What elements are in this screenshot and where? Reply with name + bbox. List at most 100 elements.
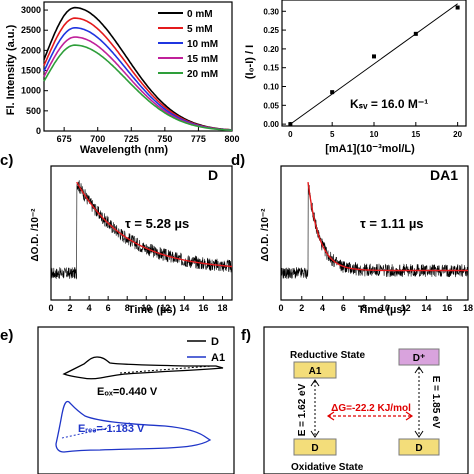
panel-b-xlabel: [mA1](10⁻³mol/L) bbox=[325, 143, 415, 155]
x-tick-label: 725 bbox=[124, 134, 139, 144]
legend-label-5mm: 5 mM bbox=[187, 24, 213, 35]
x-tick-label: 8 bbox=[362, 303, 367, 313]
x-tick-label: 2 bbox=[299, 303, 304, 313]
x-tick-label: 6 bbox=[106, 303, 111, 313]
x-tick-label: 18 bbox=[463, 303, 473, 313]
x-tick-label: 12 bbox=[401, 303, 411, 313]
panel-f-frame bbox=[263, 326, 469, 474]
oxidative-state-label: Oxidative State bbox=[291, 462, 364, 473]
panel-d-tau: τ = 1.11 µs bbox=[360, 216, 424, 231]
data-point bbox=[288, 122, 293, 127]
x-tick-label: 14 bbox=[179, 303, 189, 313]
panel-c-ylabel: ΔO.D. /10⁻² bbox=[30, 208, 41, 262]
x-tick-label: 800 bbox=[224, 134, 239, 144]
x-tick-label: 10 bbox=[141, 303, 151, 313]
panel-e-letter: e) bbox=[0, 327, 13, 344]
y-tick-label: 500 bbox=[26, 106, 41, 116]
y-tick-label: 0.05 bbox=[263, 101, 279, 110]
panel-e-legend: D A1 bbox=[187, 336, 225, 364]
x-tick-label: 750 bbox=[157, 134, 172, 144]
x-tick-label: 20 bbox=[453, 130, 462, 139]
x-tick-label: 15 bbox=[411, 130, 420, 139]
cv-d-curve bbox=[62, 356, 224, 380]
panel-c: c) ΔO.D. /10⁻² Time (µs) 0 2 4 6 8 10 12 14 16 18… bbox=[0, 152, 233, 316]
panel-d: d) ΔO.D. /10⁻² Time (µs) 0 2 4 6 8 10 12 14 16 18… bbox=[231, 152, 473, 316]
panel-d-ylabel: ΔO.D. /10⁻² bbox=[260, 208, 271, 262]
box-d-left-label: D bbox=[311, 443, 318, 454]
panel-a-xlabel: Wavelength (nm) bbox=[80, 144, 169, 156]
left-arrow-head-top bbox=[310, 379, 320, 387]
x-tick-label: 6 bbox=[341, 303, 346, 313]
data-point bbox=[455, 5, 460, 10]
x-tick-label: 16 bbox=[198, 303, 208, 313]
plot-frame bbox=[43, 1, 233, 132]
right-energy-label: E = 1.85 eV bbox=[430, 376, 441, 429]
x-tick-label: 10 bbox=[370, 130, 379, 139]
plot-frame bbox=[280, 165, 469, 301]
box-d-plus-label: D⁺ bbox=[413, 353, 426, 364]
panel-b-plot: 0 5 10 15 20 0.00 0.05 0.10 0.15 0.20 0.25 0.30 bbox=[263, 0, 467, 139]
panel-e: e) D A1 Eₒₓ=0.440 V Eᵣₑₔ=-1.183 V bbox=[0, 326, 235, 474]
panel-b: (I₀-I) / I [mA1](10⁻³mol/L) 0 5 10 15 20 0.00… bbox=[244, 0, 467, 155]
x-tick-label: 2 bbox=[68, 303, 73, 313]
panel-d-plot: 0 2 4 6 8 10 12 14 16 18 bbox=[278, 165, 473, 313]
panel-c-xlabel: Time (µs) bbox=[128, 304, 177, 316]
x-tick-label: 0 bbox=[48, 303, 53, 313]
x-tick-label: 4 bbox=[320, 303, 325, 313]
panel-c-letter: c) bbox=[0, 152, 13, 169]
decay-fit-line bbox=[307, 182, 468, 272]
panel-b-ylabel: (I₀-I) / I bbox=[244, 45, 256, 79]
reductive-state-label: Reductive State bbox=[290, 350, 365, 361]
decay-trace bbox=[280, 183, 469, 279]
panel-e-frame bbox=[37, 326, 235, 474]
x-tick-label: 10 bbox=[380, 303, 390, 313]
panel-c-title: D bbox=[208, 167, 218, 183]
cv-ered-label: Eᵣₑₔ=-1.183 V bbox=[78, 423, 145, 435]
legend-label-0mm: 0 mM bbox=[187, 9, 213, 20]
y-tick-label: 0.20 bbox=[263, 45, 279, 54]
panel-b-ksv-annotation: Kₛᵥ = 16.0 M⁻¹ bbox=[350, 97, 428, 111]
legend-label-d: D bbox=[211, 336, 219, 348]
panel-a-legend: 0 mM 5 mM 10 mM 15 mM 20 mM bbox=[158, 9, 218, 80]
y-tick-label: 2500 bbox=[21, 25, 41, 35]
right-arrow-head-top bbox=[414, 366, 424, 374]
delta-g-arrow-head-right bbox=[405, 411, 414, 421]
y-tick-label: 0.10 bbox=[263, 83, 279, 92]
y-tick-label: 0 bbox=[36, 126, 41, 136]
x-tick-label: 0 bbox=[288, 130, 293, 139]
panel-d-title: DA1 bbox=[430, 167, 458, 183]
y-tick-label: 3000 bbox=[21, 5, 41, 15]
legend-label-a1: A1 bbox=[211, 352, 225, 364]
x-tick-label: 775 bbox=[191, 134, 206, 144]
panel-c-plot: 0 2 4 6 8 10 12 14 16 18 bbox=[48, 165, 233, 313]
panel-a: Fl. Intensity (a.u.) Wavelength (nm) 675… bbox=[5, 1, 240, 156]
box-d-left bbox=[293, 438, 337, 456]
box-d-right-label: D bbox=[415, 443, 422, 454]
box-a1-label: A1 bbox=[309, 366, 322, 377]
data-point bbox=[372, 54, 376, 59]
panel-f: f) Reductive State Oxidative State A1 D⁺… bbox=[241, 326, 469, 474]
y-tick-label: 0.00 bbox=[263, 120, 279, 129]
legend-label-15mm: 15 mM bbox=[187, 54, 218, 65]
x-tick-label: 700 bbox=[90, 134, 105, 144]
panel-a-plot: 675 700 725 750 775 800 0 500 1000 1500 2000 2500 30… bbox=[21, 1, 240, 144]
panel-d-xlabel: Time (µs) bbox=[358, 304, 407, 316]
decay-trace bbox=[50, 180, 233, 280]
x-tick-label: 8 bbox=[125, 303, 130, 313]
x-tick-label: 12 bbox=[160, 303, 170, 313]
x-tick-label: 5 bbox=[330, 130, 335, 139]
decay-fit-line bbox=[76, 181, 233, 268]
cv-d-dotted-segment bbox=[119, 365, 213, 374]
y-tick-label: 1500 bbox=[21, 66, 41, 76]
delta-g-label: ΔG=-22.2 KJ/mol bbox=[331, 403, 411, 414]
box-d-plus bbox=[398, 348, 440, 366]
y-tick-label: 0.30 bbox=[263, 7, 279, 16]
legend-label-20mm: 20 mM bbox=[187, 69, 218, 80]
x-tick-label: 16 bbox=[442, 303, 452, 313]
x-tick-label: 18 bbox=[217, 303, 227, 313]
x-tick-label: 14 bbox=[421, 303, 431, 313]
y-tick-label: 0.15 bbox=[263, 64, 279, 73]
left-energy-label: E = 1.62 eV bbox=[297, 383, 308, 436]
legend-label-10mm: 10 mM bbox=[187, 39, 218, 50]
